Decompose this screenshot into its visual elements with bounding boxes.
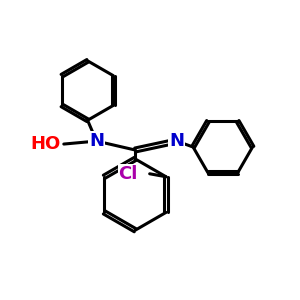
Text: N: N bbox=[89, 132, 104, 150]
Text: N: N bbox=[169, 132, 184, 150]
Text: HO: HO bbox=[31, 135, 61, 153]
Text: Cl: Cl bbox=[118, 165, 138, 183]
